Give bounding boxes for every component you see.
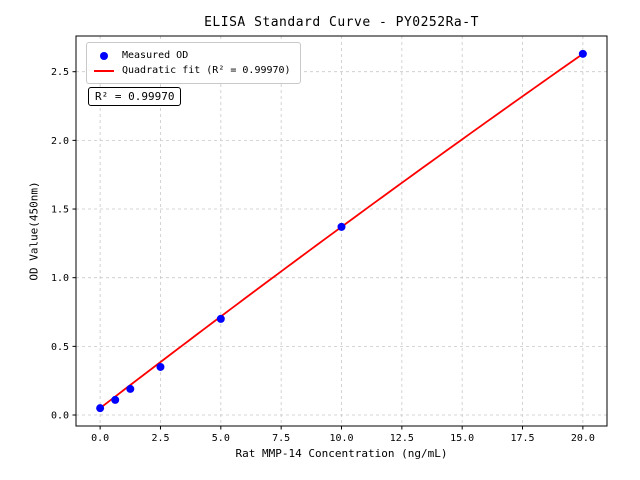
data-point — [126, 384, 135, 393]
data-point — [337, 222, 346, 231]
x-tick-label: 12.5 — [390, 433, 414, 444]
data-point — [156, 362, 165, 371]
scatter-marker-icon — [100, 51, 108, 60]
chart-title: ELISA Standard Curve - PY0252Ra-T — [204, 15, 479, 30]
y-tick-label: 0.5 — [51, 342, 69, 353]
x-tick-label: 15.0 — [450, 433, 474, 444]
r-squared-annotation: R² = 0.99970 — [88, 87, 182, 106]
x-tick-label: 7.5 — [272, 433, 290, 444]
legend-item-quadratic-fit: Quadratic fit (R² = 0.99970) — [94, 63, 291, 78]
x-tick-label: 5.0 — [212, 433, 230, 444]
legend-label-measured-od: Measured OD — [122, 50, 189, 61]
data-point — [216, 314, 225, 323]
x-tick-label: 0.0 — [91, 433, 109, 444]
y-axis-label: OD Value(450nm) — [27, 181, 41, 281]
legend-item-measured-od: Measured OD — [94, 48, 291, 63]
y-tick-label: 1.0 — [51, 273, 69, 284]
x-axis-label: Rat MMP-14 Concentration (ng/mL) — [235, 447, 448, 460]
x-tick-label: 10.0 — [329, 433, 353, 444]
y-tick-label: 2.0 — [51, 136, 69, 147]
y-tick-label: 0.0 — [51, 411, 69, 422]
data-point — [111, 395, 120, 404]
y-tick-label: 1.5 — [51, 205, 69, 216]
legend-label-quadratic-fit: Quadratic fit (R² = 0.99970) — [122, 65, 291, 76]
x-tick-label: 20.0 — [571, 433, 595, 444]
x-tick-label: 17.5 — [510, 433, 534, 444]
y-tick-label: 2.5 — [51, 67, 69, 78]
x-tick-label: 2.5 — [151, 433, 169, 444]
legend: Measured OD Quadratic fit (R² = 0.99970) — [86, 42, 301, 84]
data-point — [96, 404, 105, 413]
data-point — [578, 49, 587, 58]
line-marker-icon — [94, 69, 114, 72]
